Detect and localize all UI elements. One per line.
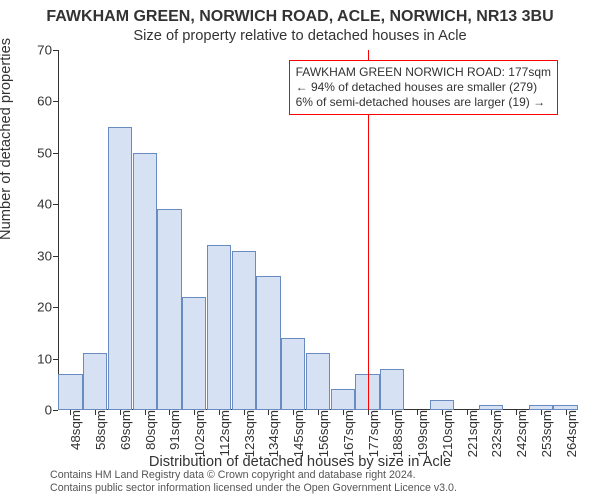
histogram-bar — [256, 276, 280, 410]
y-tick-label: 10 — [37, 351, 58, 366]
x-tick-label: 199sqm — [415, 410, 430, 457]
x-tick-label: 134sqm — [266, 410, 281, 457]
y-tick-label: 70 — [37, 43, 58, 58]
annotation-box: FAWKHAM GREEN NORWICH ROAD: 177sqm ← 94%… — [289, 60, 558, 115]
y-axis-label: Number of detached properties — [0, 38, 14, 240]
y-tick-label: 40 — [37, 197, 58, 212]
histogram-bar — [133, 153, 157, 410]
histogram-bar — [182, 297, 206, 410]
histogram-bar — [281, 338, 305, 410]
x-tick-label: 48sqm — [68, 410, 83, 450]
x-tick-label: 232sqm — [489, 410, 504, 457]
annotation-line-2: ← 94% of detached houses are smaller (27… — [296, 80, 551, 95]
histogram-bar — [306, 353, 330, 410]
histogram-bar — [58, 374, 82, 410]
histogram-bar — [430, 400, 454, 410]
chart-container: FAWKHAM GREEN, NORWICH ROAD, ACLE, NORWI… — [0, 0, 600, 500]
x-tick-label: 210sqm — [440, 410, 455, 457]
histogram-bar — [207, 245, 231, 410]
x-tick-label: 264sqm — [564, 410, 579, 457]
x-tick-label: 112sqm — [217, 410, 232, 456]
x-tick-label: 253sqm — [539, 410, 554, 457]
annotation-line-3: 6% of semi-detached houses are larger (1… — [296, 95, 551, 110]
attribution-line-1: Contains HM Land Registry data © Crown c… — [50, 469, 457, 481]
histogram-bar — [108, 127, 132, 410]
chart-title: FAWKHAM GREEN, NORWICH ROAD, ACLE, NORWI… — [0, 8, 600, 26]
x-tick-label: 177sqm — [366, 410, 381, 457]
histogram-bar — [331, 389, 355, 410]
y-tick-label: 20 — [37, 300, 58, 315]
x-tick-label: 156sqm — [316, 410, 331, 457]
x-tick-label: 102sqm — [192, 410, 207, 457]
x-tick-label: 80sqm — [143, 410, 158, 450]
plot-area: 010203040506070 48sqm58sqm69sqm80sqm91sq… — [58, 50, 578, 410]
x-tick-label: 58sqm — [93, 410, 108, 450]
x-tick-label: 167sqm — [341, 410, 356, 457]
x-tick-label: 188sqm — [390, 410, 405, 457]
histogram-bar — [83, 353, 107, 410]
y-tick-label: 60 — [37, 94, 58, 109]
x-tick-label: 123sqm — [242, 410, 257, 457]
attribution: Contains HM Land Registry data © Crown c… — [50, 469, 457, 494]
histogram-bar — [553, 405, 577, 410]
x-tick-label: 221sqm — [465, 410, 480, 457]
y-axis-line — [58, 50, 59, 410]
x-tick-label: 145sqm — [291, 410, 306, 457]
annotation-line-1: FAWKHAM GREEN NORWICH ROAD: 177sqm — [296, 65, 551, 80]
chart-subtitle: Size of property relative to detached ho… — [0, 28, 600, 44]
y-tick-label: 0 — [45, 403, 58, 418]
x-tick-label: 91sqm — [167, 410, 182, 450]
histogram-bar — [380, 369, 404, 410]
x-axis-label: Distribution of detached houses by size … — [0, 454, 600, 470]
x-tick-label: 69sqm — [118, 410, 133, 450]
y-tick-label: 30 — [37, 248, 58, 263]
histogram-bar — [479, 405, 503, 410]
y-tick-label: 50 — [37, 145, 58, 160]
histogram-bar — [232, 251, 256, 410]
histogram-bar — [529, 405, 553, 410]
histogram-bar — [157, 209, 181, 410]
x-tick-label: 242sqm — [514, 410, 529, 457]
attribution-line-2: Contains public sector information licen… — [50, 482, 457, 494]
